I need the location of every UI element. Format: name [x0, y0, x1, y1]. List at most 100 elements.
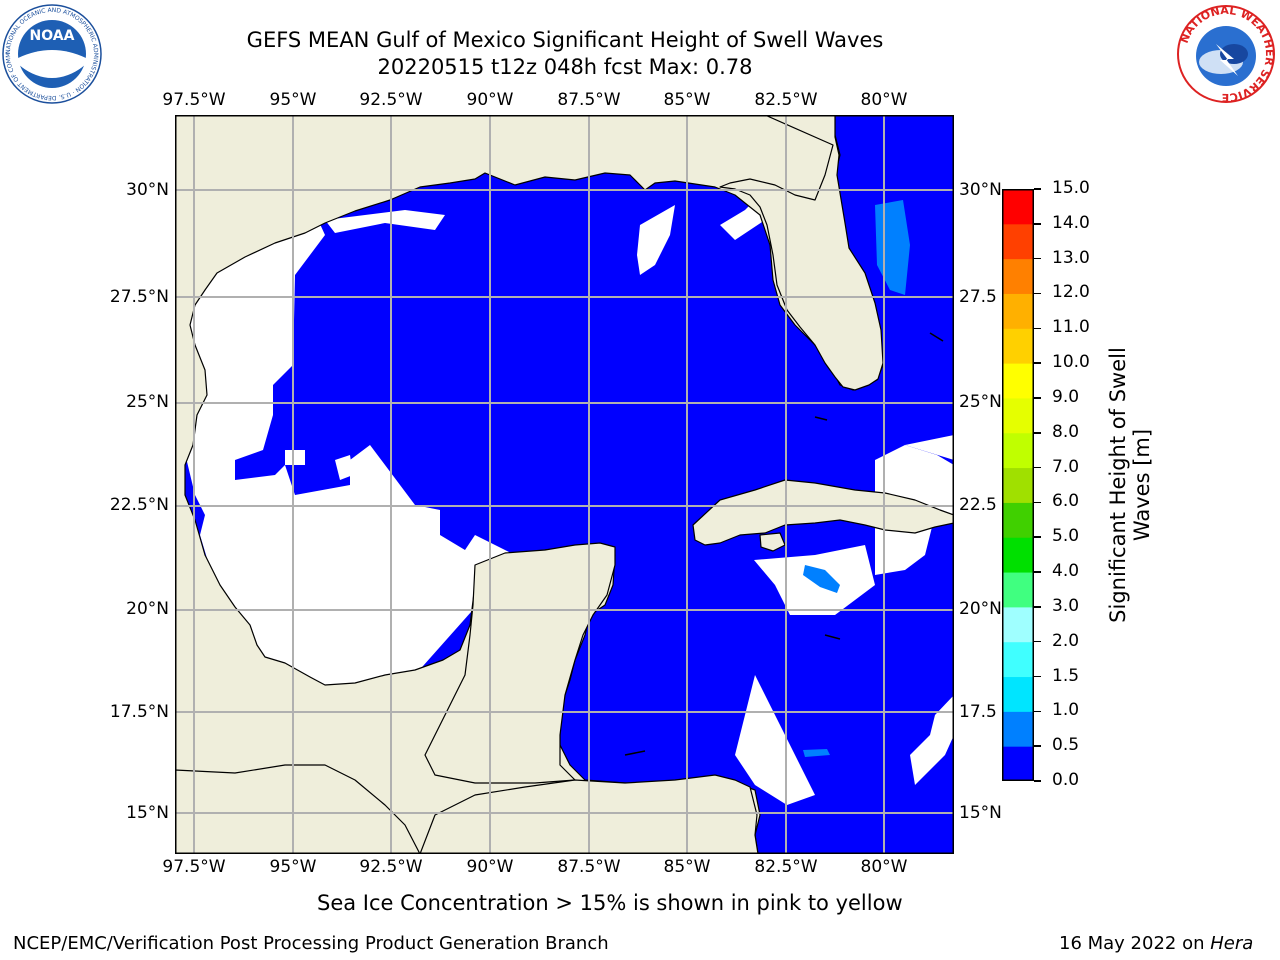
- colorbar-swatches: [1002, 189, 1034, 782]
- lon-tick-top: 90°W: [466, 90, 514, 110]
- colorbar: [1002, 189, 1034, 782]
- lat-tick-left: 22.5°N: [109, 495, 169, 515]
- colorbar-swatch: [1002, 641, 1034, 678]
- chart-title: GEFS MEAN Gulf of Mexico Significant Hei…: [246, 28, 884, 52]
- lat-tick-right: 15°N: [959, 803, 1002, 823]
- lat-tick-right: 22.5: [959, 495, 997, 515]
- colorbar-tick-mark: [1034, 640, 1041, 643]
- colorbar-swatch: [1002, 189, 1034, 225]
- land-isle-of-youth: [759, 532, 786, 552]
- colorbar-tick-label: 4.0: [1052, 561, 1080, 582]
- colorbar-swatch: [1002, 676, 1034, 712]
- colorbar-label-wrap: Significant Height of Swell Waves [m]: [1102, 270, 1158, 700]
- colorbar-tick-mark: [1034, 536, 1041, 538]
- colorbar-tick-label: 10.0: [1052, 352, 1090, 373]
- land-yucatan: [424, 542, 616, 784]
- lat-tick-left: 27.5°N: [109, 287, 169, 307]
- lat-tick-right: 27.5: [959, 287, 997, 307]
- colorbar-tick-label: 0.5: [1052, 735, 1080, 756]
- lon-tick-bottom: 92.5°W: [359, 857, 423, 877]
- colorbar-tick-label: 8.0: [1052, 421, 1080, 442]
- colorbar-tick-mark: [1034, 292, 1041, 295]
- lon-tick-top: 85°W: [663, 90, 711, 110]
- colorbar-tick-mark: [1034, 501, 1041, 504]
- colorbar-tick-label: 13.0: [1052, 247, 1090, 268]
- colorbar-swatch: [1002, 467, 1034, 503]
- map-frame: [175, 115, 954, 854]
- colorbar-swatch: [1002, 328, 1034, 364]
- map-canvas: [174, 114, 955, 855]
- colorbar-swatch: [1002, 293, 1034, 329]
- lon-tick-top: 87.5°W: [557, 90, 621, 110]
- chart-subtitle: 20220515 t12z 048h fcst Max: 0.78: [377, 55, 753, 79]
- lon-tick-bottom: 97.5°W: [162, 857, 226, 877]
- colorbar-tick-mark: [1034, 257, 1041, 260]
- colorbar-tick-label: 11.0: [1052, 317, 1090, 338]
- svg-text:NOAA: NOAA: [30, 28, 75, 44]
- nws-logo: NATIONAL WEATHER SERVICE: [1176, 4, 1276, 104]
- lat-tick-right: 17.5: [959, 702, 997, 722]
- lat-tick-right: 25°N: [959, 392, 1002, 412]
- footer-credit: NCEP/EMC/Verification Post Processing Pr…: [13, 933, 609, 954]
- colorbar-tick-label: 15.0: [1052, 178, 1090, 198]
- colorbar-tick-label: 14.0: [1052, 212, 1090, 233]
- lon-tick-bottom: 85°W: [663, 857, 711, 877]
- lon-tick-top: 95°W: [269, 90, 317, 110]
- colorbar-tick-label: 3.0: [1052, 595, 1080, 616]
- lat-tick-right: 30°N: [959, 180, 1002, 200]
- colorbar-tick-mark: [1034, 188, 1041, 190]
- colorbar-tick-mark: [1034, 780, 1041, 782]
- lat-tick-left: 20°N: [126, 599, 169, 619]
- footer-host: Hera: [1210, 933, 1254, 954]
- lon-tick-bottom: 90°W: [466, 857, 514, 877]
- lat-tick-right: 20°N: [959, 599, 1002, 619]
- lat-tick-left: 25°N: [126, 392, 169, 412]
- colorbar-swatch: [1002, 572, 1034, 608]
- footer-date-text: 16 May 2022 on: [1059, 933, 1211, 954]
- colorbar-tick-label: 6.0: [1052, 491, 1080, 512]
- colorbar-swatch: [1002, 432, 1034, 469]
- colorbar-tick-mark: [1034, 675, 1041, 678]
- map-gridlines: [175, 115, 954, 854]
- colorbar-swatch: [1002, 711, 1034, 747]
- colorbar-tick-label: 5.0: [1052, 526, 1080, 547]
- lon-tick-top: 92.5°W: [359, 90, 423, 110]
- colorbar-tick-mark: [1034, 223, 1041, 225]
- colorbar-swatch: [1002, 363, 1034, 399]
- lon-tick-bottom: 82.5°W: [754, 857, 818, 877]
- colorbar-swatch: [1002, 606, 1034, 643]
- footer-date: 16 May 2022 on Hera: [1059, 933, 1253, 954]
- colorbar-swatch: [1002, 502, 1034, 538]
- colorbar-tick-mark: [1034, 571, 1041, 573]
- colorbar-swatch: [1002, 537, 1034, 573]
- lon-tick-top: 82.5°W: [754, 90, 818, 110]
- land-bahamas: [624, 332, 944, 756]
- colorbar-tick-label: 2.0: [1052, 630, 1080, 651]
- colorbar-tick-mark: [1034, 397, 1041, 399]
- colorbar-tick-mark: [1034, 745, 1041, 747]
- colorbar-swatch: [1002, 223, 1034, 260]
- colorbar-tick-mark: [1034, 710, 1041, 713]
- colorbar-swatch: [1002, 746, 1034, 782]
- colorbar-tick-mark: [1034, 362, 1041, 364]
- colorbar-tick-label: 12.0: [1052, 282, 1090, 303]
- colorbar-tick-mark: [1034, 466, 1041, 469]
- lat-tick-left: 17.5°N: [109, 702, 169, 722]
- lat-tick-left: 15°N: [126, 803, 169, 823]
- colorbar-tick-mark: [1034, 327, 1041, 330]
- lon-tick-bottom: 95°W: [269, 857, 317, 877]
- land-areas: [174, 114, 955, 855]
- colorbar-swatch: [1002, 258, 1034, 294]
- sea-ice-note: Sea Ice Concentration > 15% is shown in …: [317, 891, 903, 915]
- lon-tick-top: 80°W: [860, 90, 908, 110]
- colorbar-tick-label: 7.0: [1052, 456, 1080, 477]
- colorbar-swatch: [1002, 397, 1034, 434]
- colorbar-tick-label: 0.0: [1052, 770, 1080, 790]
- colorbar-tick-label: 1.0: [1052, 700, 1080, 721]
- colorbar-tick-mark: [1034, 606, 1041, 608]
- lon-tick-bottom: 87.5°W: [557, 857, 621, 877]
- land-cuba: [692, 479, 955, 546]
- lat-tick-left: 30°N: [126, 180, 169, 200]
- land-florida: [719, 114, 884, 391]
- lon-tick-top: 97.5°W: [162, 90, 226, 110]
